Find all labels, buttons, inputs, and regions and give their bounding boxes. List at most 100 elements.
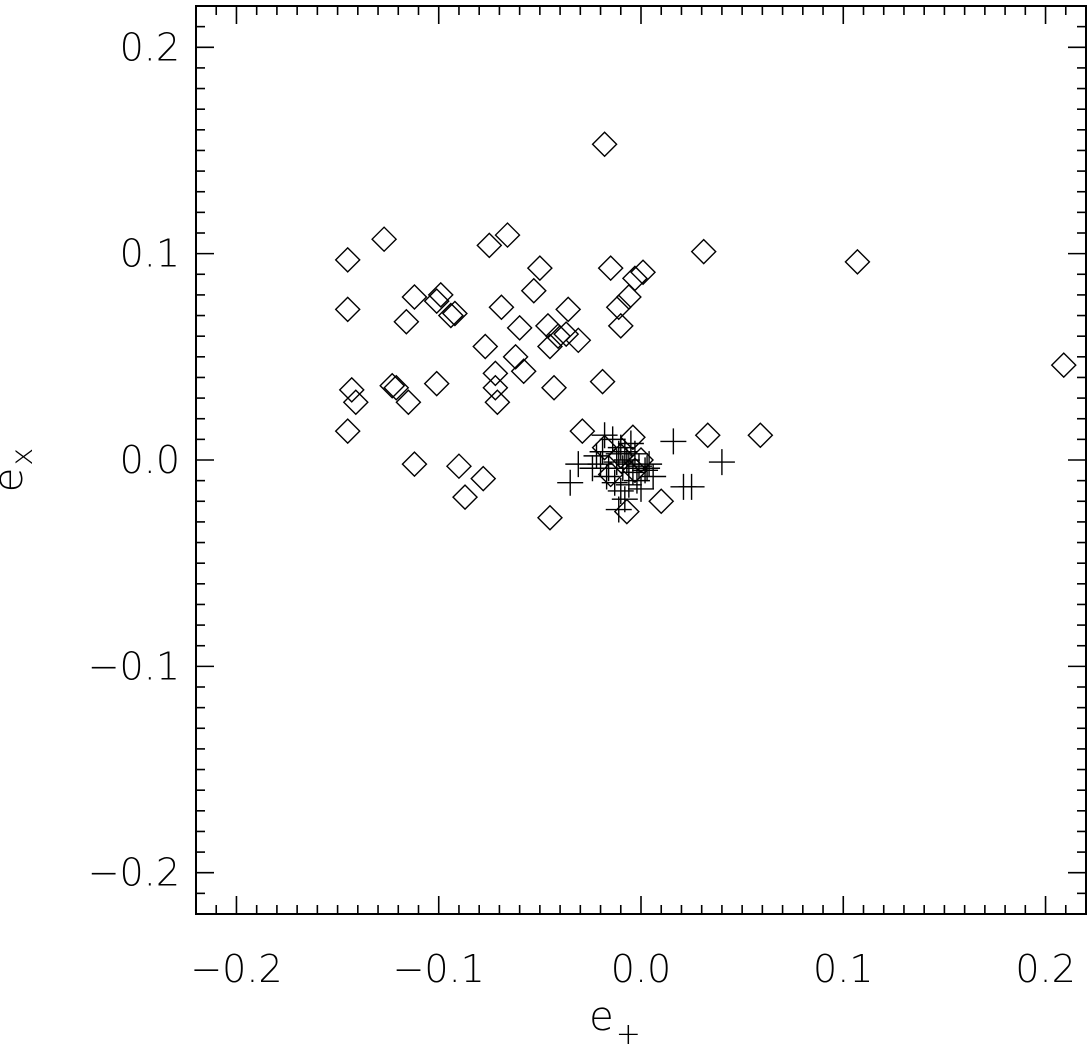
diamond-point bbox=[476, 232, 503, 259]
plus-point bbox=[579, 455, 606, 482]
x-tick-label: −0.1 bbox=[393, 947, 485, 991]
diamond-point bbox=[371, 226, 398, 253]
diamond-point bbox=[488, 294, 515, 321]
plus-point bbox=[617, 430, 644, 457]
diamond-point bbox=[423, 370, 450, 397]
diamond-point bbox=[334, 418, 361, 445]
y-tick-label: 0.2 bbox=[120, 25, 180, 69]
diamond-point bbox=[393, 308, 420, 335]
diamond-point bbox=[334, 246, 361, 273]
diamond-point bbox=[494, 222, 521, 249]
plus-point bbox=[601, 469, 628, 496]
axis-ticks bbox=[195, 5, 1087, 915]
diamond-point bbox=[565, 327, 592, 354]
plus-point bbox=[611, 438, 638, 465]
x-axis-title-main: e bbox=[589, 994, 614, 1040]
plus-point bbox=[557, 469, 584, 496]
plus-point bbox=[599, 426, 626, 453]
x-axis-title-sub: + bbox=[616, 1017, 641, 1050]
y-tick-label: 0.1 bbox=[120, 232, 180, 276]
diamond-point bbox=[615, 283, 642, 310]
plus-point bbox=[583, 442, 610, 469]
diamond-point bbox=[553, 321, 580, 348]
y-axis-title-sub: x bbox=[5, 448, 40, 466]
diamond-point bbox=[445, 453, 472, 480]
svg-text:e+: e+ bbox=[589, 994, 641, 1050]
plus-point bbox=[611, 486, 638, 513]
diamond-point bbox=[597, 461, 624, 488]
y-axis-title: ex bbox=[0, 448, 40, 492]
y-tick-labels: −0.2 −0.1 0.0 0.1 0.2 bbox=[88, 25, 180, 894]
plus-point bbox=[605, 496, 632, 523]
y-axis-title-main: e bbox=[0, 468, 32, 493]
diamond-point bbox=[401, 451, 428, 478]
diamond-point bbox=[452, 484, 479, 511]
diamond-point bbox=[545, 323, 572, 350]
diamond-point bbox=[526, 255, 553, 282]
plus-point bbox=[607, 434, 634, 461]
x-tick-label: −0.2 bbox=[190, 947, 282, 991]
plus-point bbox=[619, 459, 646, 486]
x-axis-title: e+ bbox=[589, 994, 641, 1050]
diamond-point bbox=[630, 259, 657, 286]
diamond-point bbox=[690, 238, 717, 265]
diamond-point bbox=[401, 283, 428, 310]
x-tick-labels: −0.2 −0.1 0.0 0.1 0.2 bbox=[190, 947, 1075, 991]
plus-point bbox=[678, 473, 705, 500]
diamond-point bbox=[555, 296, 582, 323]
diamond-point bbox=[482, 374, 509, 401]
diamond-point bbox=[510, 358, 537, 385]
data-markers bbox=[334, 131, 1077, 531]
diamond-point bbox=[694, 422, 721, 449]
plus-point bbox=[634, 455, 661, 482]
plus-point bbox=[603, 449, 630, 476]
diamond-point bbox=[589, 368, 616, 395]
diamond-point bbox=[472, 333, 499, 360]
diamond-point bbox=[427, 281, 454, 308]
diamond-point bbox=[338, 376, 365, 403]
diamond-point bbox=[437, 302, 464, 329]
diamond-point bbox=[423, 288, 450, 315]
plus-point bbox=[625, 453, 652, 480]
diamond-point bbox=[470, 465, 497, 492]
diamond-point bbox=[747, 422, 774, 449]
diamond-point bbox=[506, 314, 533, 341]
diamond-point bbox=[541, 374, 568, 401]
svg-text:ex: ex bbox=[0, 448, 40, 492]
diamond-point bbox=[520, 277, 547, 304]
diamond-point bbox=[619, 424, 646, 451]
diamond-point bbox=[605, 294, 632, 321]
diamond-point bbox=[334, 296, 361, 323]
x-tick-label: 0.2 bbox=[1015, 947, 1075, 991]
diamond-point bbox=[379, 372, 406, 399]
diamond-point bbox=[597, 255, 624, 282]
diamond-point bbox=[569, 418, 596, 445]
diamond-point bbox=[482, 360, 509, 387]
diamond-point bbox=[484, 389, 511, 416]
y-tick-label: −0.2 bbox=[88, 851, 180, 895]
plus-point bbox=[589, 438, 616, 465]
diamond-point bbox=[1050, 352, 1077, 379]
plus-point bbox=[708, 449, 735, 476]
plus-point bbox=[632, 457, 659, 484]
diamond-point bbox=[502, 343, 529, 370]
diamond-point bbox=[536, 333, 563, 360]
diamond-point bbox=[844, 248, 871, 275]
plus-point bbox=[565, 451, 592, 478]
plus-point bbox=[607, 477, 634, 504]
diamond-point bbox=[536, 504, 563, 531]
x-tick-label: 0.0 bbox=[611, 947, 671, 991]
y-tick-label: 0.0 bbox=[120, 438, 180, 482]
plus-point bbox=[613, 447, 640, 473]
diamond-point bbox=[395, 389, 422, 416]
x-tick-label: 0.1 bbox=[813, 947, 873, 991]
plus-point bbox=[609, 455, 636, 482]
y-tick-label: −0.1 bbox=[88, 644, 180, 688]
diamond-point bbox=[342, 389, 369, 416]
diamond-point bbox=[383, 374, 410, 401]
plus-point bbox=[615, 471, 642, 498]
diamond-point bbox=[648, 488, 675, 515]
plus-point bbox=[660, 428, 687, 455]
plus-point bbox=[636, 451, 663, 478]
